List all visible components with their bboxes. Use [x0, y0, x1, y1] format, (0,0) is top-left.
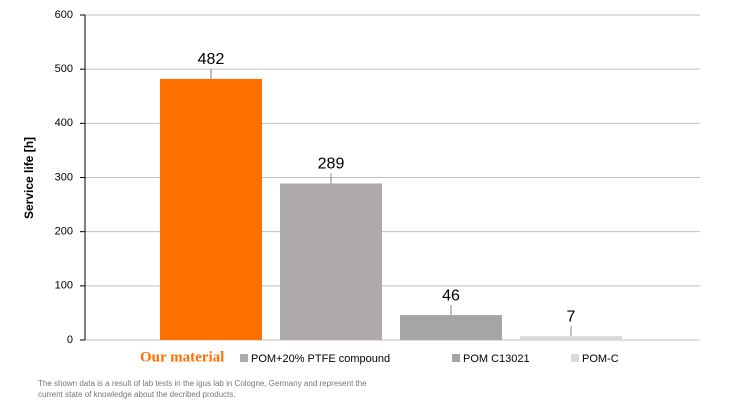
y-tick-label: 0 [67, 334, 73, 346]
footnote: current state of knowledge about the dec… [38, 390, 235, 399]
data-label: 46 [442, 287, 460, 304]
legend-label: Our material [140, 349, 224, 365]
legend-label: POM-C [582, 353, 619, 365]
footnote: The shown data is a result of lab tests … [38, 379, 367, 388]
bar [280, 183, 382, 340]
legend-label: POM C13021 [463, 353, 530, 365]
data-label: 482 [198, 51, 225, 68]
y-axis-label: Service life [h] [22, 137, 36, 219]
legend-swatch [240, 354, 248, 362]
y-tick-label: 600 [55, 9, 73, 21]
y-tick-label: 400 [55, 117, 73, 129]
y-tick-label: 100 [55, 280, 73, 292]
y-tick-label: 300 [55, 171, 73, 183]
y-tick-label: 500 [55, 63, 73, 75]
legend-swatch [571, 354, 579, 362]
legend-swatch [452, 354, 460, 362]
bar [520, 336, 622, 340]
y-tick-label: 200 [55, 226, 73, 238]
bar [400, 315, 502, 340]
bar [160, 78, 262, 341]
data-label: 7 [567, 308, 576, 325]
legend-label: POM+20% PTFE compound [251, 353, 390, 365]
data-label: 289 [318, 156, 345, 173]
